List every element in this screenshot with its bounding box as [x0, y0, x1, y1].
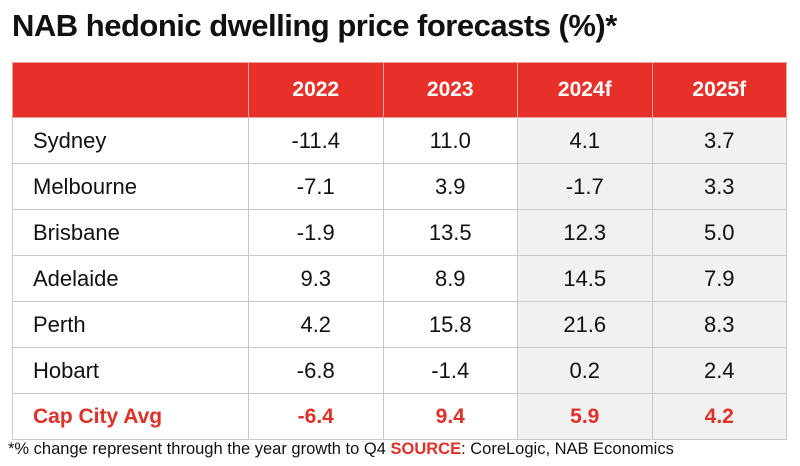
- value-cell-2024f: 12.3: [517, 209, 653, 256]
- chart-title: NAB hedonic dwelling price forecasts (%)…: [12, 8, 617, 43]
- footnote: *% change represent through the year gro…: [8, 440, 674, 459]
- header-row: 2022 2023 2024f 2025f: [12, 62, 787, 118]
- table-row-adelaide: Adelaide 9.3 8.9 14.5 7.9: [12, 255, 787, 302]
- value-cell-2024f: 4.1: [517, 117, 653, 164]
- value-cell-2025f: 5.0: [651, 209, 787, 256]
- table-row-sydney: Sydney -11.4 11.0 4.1 3.7: [12, 117, 787, 164]
- table-row-cap-city-avg: Cap City Avg -6.4 9.4 5.9 4.2: [12, 393, 787, 440]
- value-cell-2025f: 4.2: [651, 393, 787, 440]
- value-cell-2025f: 3.7: [651, 117, 787, 164]
- city-cell: Cap City Avg: [12, 393, 249, 440]
- value-cell-2024f: 21.6: [517, 301, 653, 348]
- value-cell-2025f: 7.9: [651, 255, 787, 302]
- value-cell-2023: 8.9: [382, 255, 518, 302]
- value-cell-2023: 13.5: [382, 209, 518, 256]
- value-cell-2022: 4.2: [248, 301, 384, 348]
- footnote-source-text: : CoreLogic, NAB Economics: [461, 440, 674, 458]
- city-cell: Perth: [12, 301, 249, 348]
- value-cell-2022: -11.4: [248, 117, 384, 164]
- value-cell-2025f: 2.4: [651, 347, 787, 394]
- table-row-hobart: Hobart -6.8 -1.4 0.2 2.4: [12, 347, 787, 394]
- value-cell-2024f: 0.2: [517, 347, 653, 394]
- value-cell-2023: -1.4: [382, 347, 518, 394]
- value-cell-2023: 3.9: [382, 163, 518, 210]
- table-row-melbourne: Melbourne -7.1 3.9 -1.7 3.3: [12, 163, 787, 210]
- footnote-source-label: SOURCE: [390, 440, 462, 458]
- header-blank-cell: [12, 62, 249, 118]
- value-cell-2022: 9.3: [248, 255, 384, 302]
- forecast-table: 2022 2023 2024f 2025f Sydney -11.4 11.0 4.1…: [12, 62, 787, 440]
- value-cell-2022: -6.4: [248, 393, 384, 440]
- value-cell-2024f: -1.7: [517, 163, 653, 210]
- footnote-text: *% change represent through the year gro…: [8, 440, 391, 458]
- table-body: Sydney -11.4 11.0 4.1 3.7 Melbourne -7.1 3.9 -1.…: [12, 117, 787, 440]
- value-cell-2022: -6.8: [248, 347, 384, 394]
- city-cell: Melbourne: [12, 163, 249, 210]
- value-cell-2024f: 14.5: [517, 255, 653, 302]
- city-cell: Adelaide: [12, 255, 249, 302]
- value-cell-2025f: 3.3: [651, 163, 787, 210]
- forecast-table-container: 2022 2023 2024f 2025f Sydney -11.4 11.0 4.1…: [12, 62, 787, 440]
- table-row-brisbane: Brisbane -1.9 13.5 12.3 5.0: [12, 209, 787, 256]
- header-2025f: 2025f: [651, 62, 787, 118]
- city-cell: Hobart: [12, 347, 249, 394]
- value-cell-2023: 11.0: [382, 117, 518, 164]
- value-cell-2025f: 8.3: [651, 301, 787, 348]
- table-row-perth: Perth 4.2 15.8 21.6 8.3: [12, 301, 787, 348]
- city-cell: Brisbane: [12, 209, 249, 256]
- value-cell-2023: 9.4: [382, 393, 518, 440]
- header-2022: 2022: [248, 62, 384, 118]
- header-2023: 2023: [382, 62, 518, 118]
- value-cell-2023: 15.8: [382, 301, 518, 348]
- value-cell-2022: -7.1: [248, 163, 384, 210]
- header-2024f: 2024f: [517, 62, 653, 118]
- value-cell-2024f: 5.9: [517, 393, 653, 440]
- city-cell: Sydney: [12, 117, 249, 164]
- value-cell-2022: -1.9: [248, 209, 384, 256]
